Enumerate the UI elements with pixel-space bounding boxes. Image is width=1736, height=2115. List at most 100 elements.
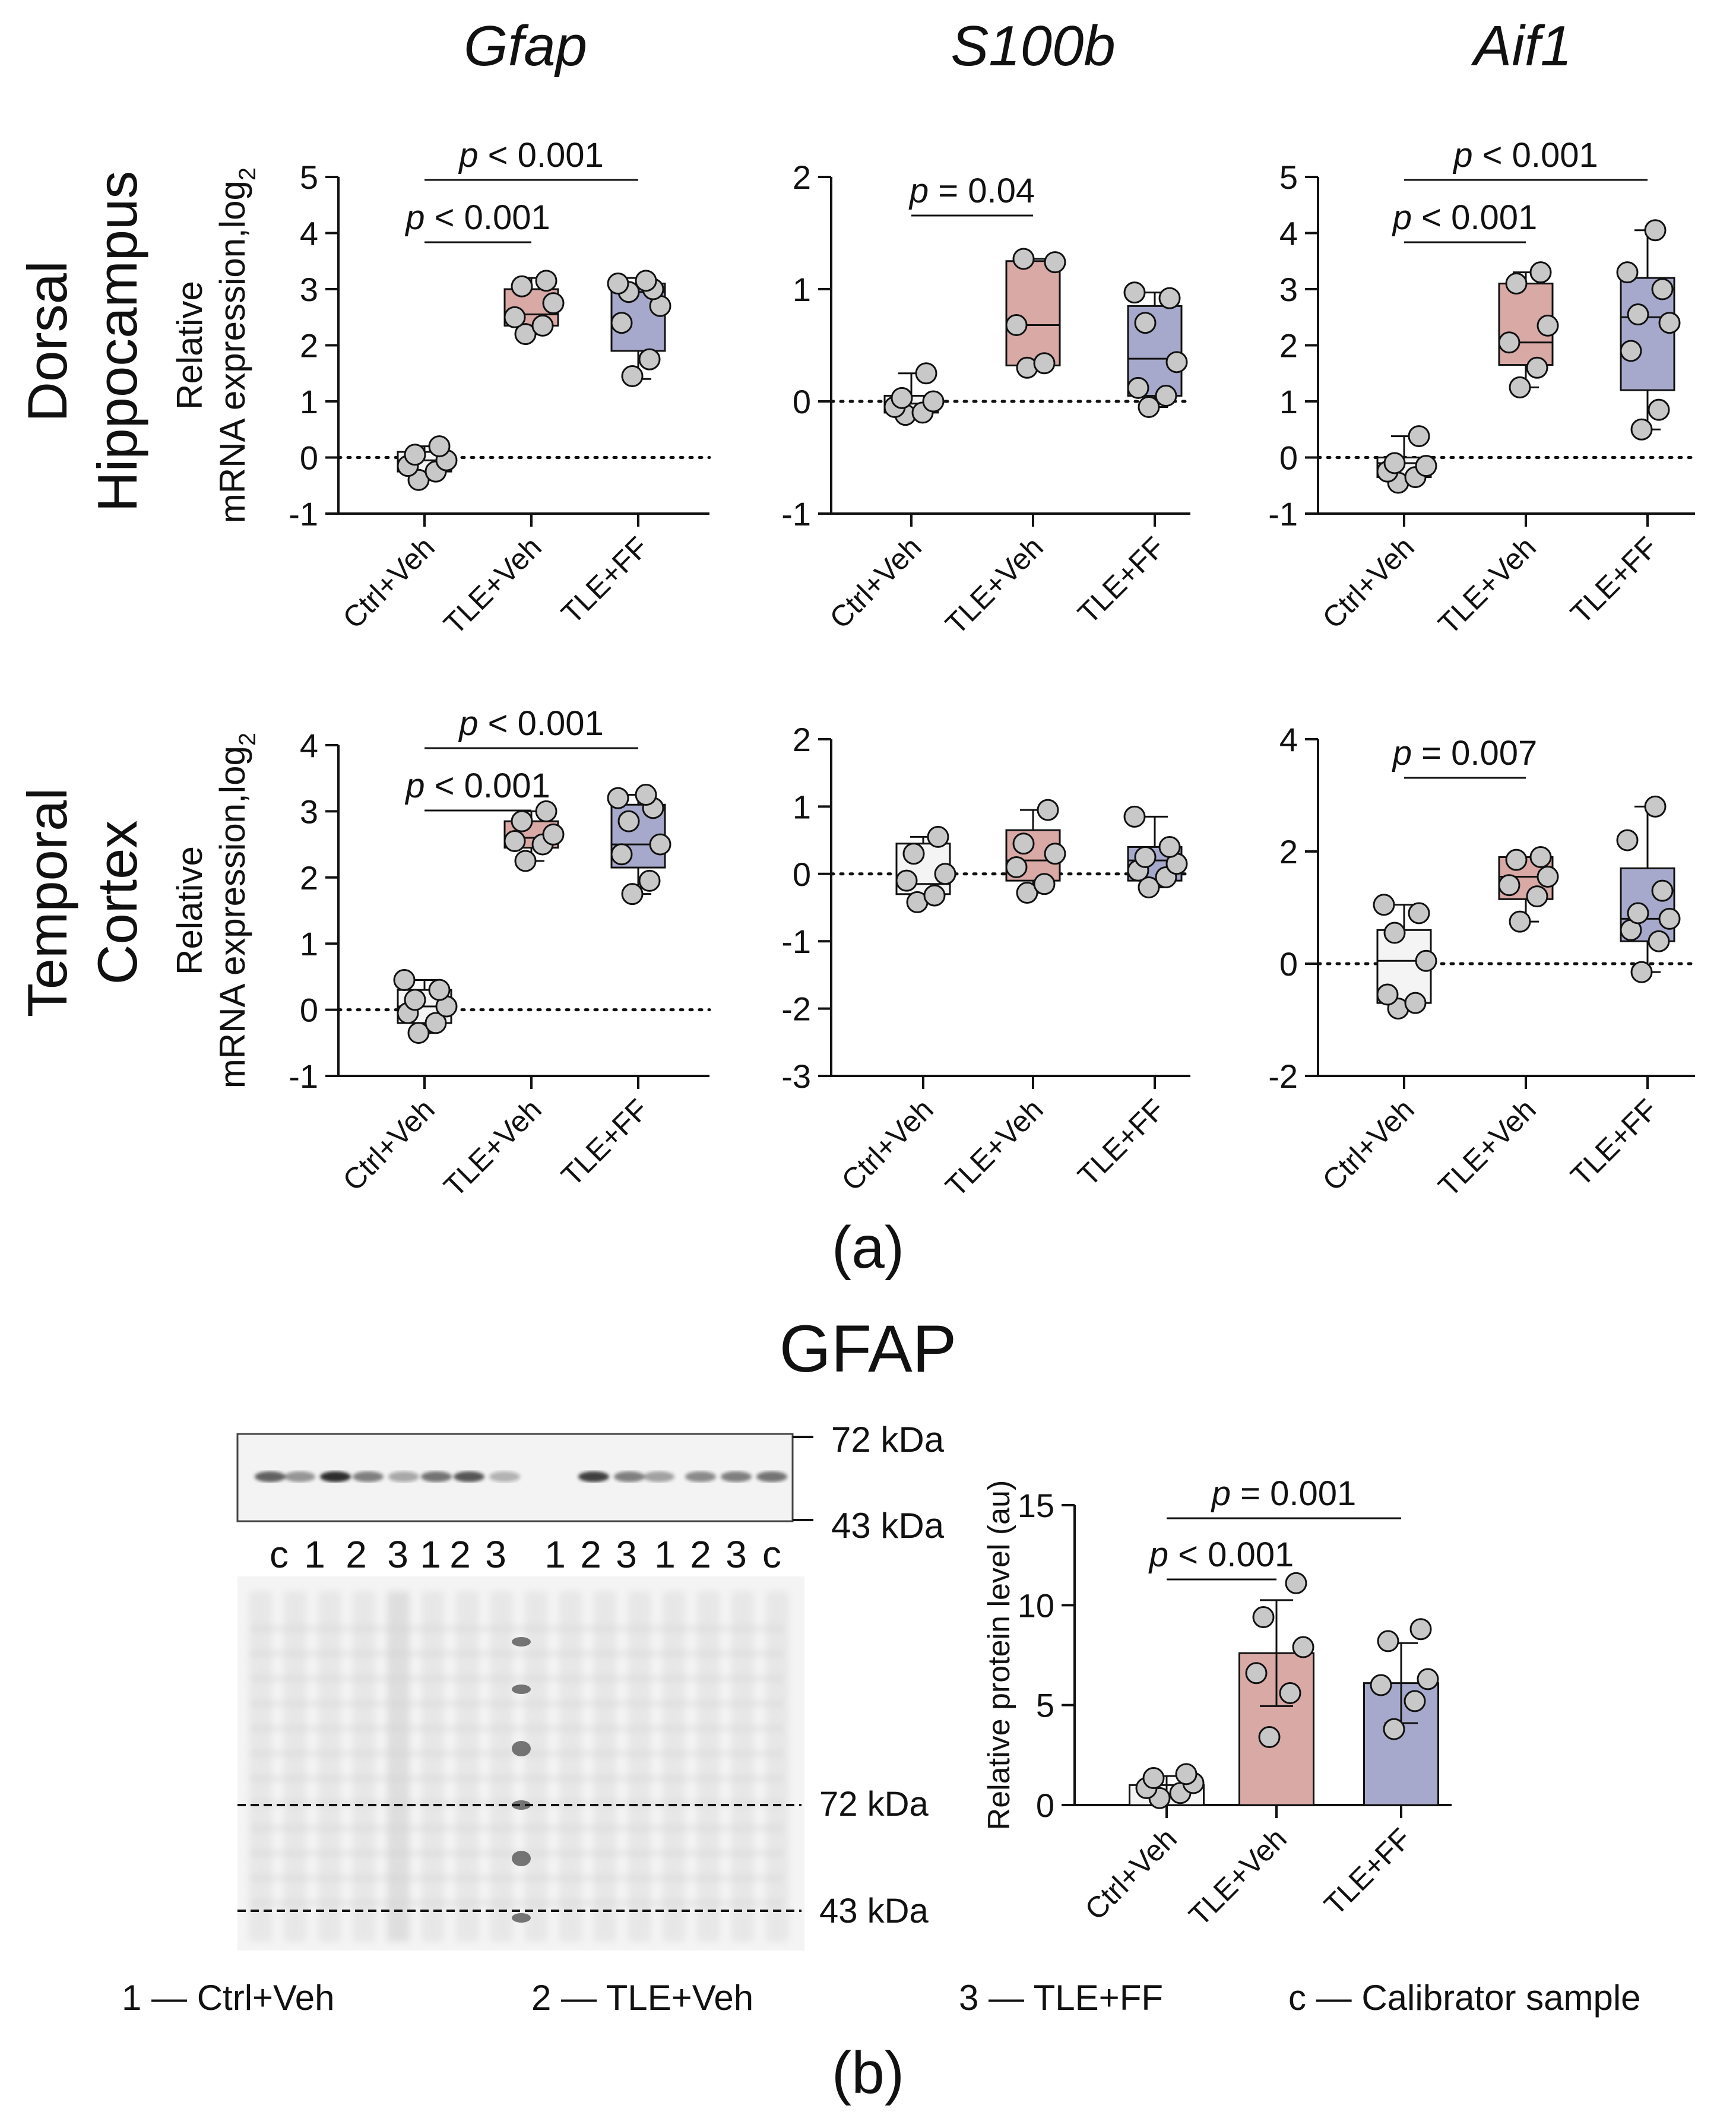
data-point [503,306,526,328]
y-label-line2: mRNA expression,log2 [213,167,261,523]
data-point [1630,418,1653,441]
x-tick-label: Ctrl+Veh [823,530,928,635]
data-point [1033,873,1056,895]
marker-label-72-top: 72 kDa [831,1420,945,1459]
p-value: < 0.001 [425,767,550,805]
y-tick-label: 2 [1279,327,1298,365]
data-point [1373,894,1395,916]
stain-lane [249,1591,272,1942]
data-point [1383,452,1406,474]
data-point [1509,910,1531,933]
data-point [1498,331,1520,354]
y-tick-label: 4 [300,215,318,252]
p-value: < 0.001 [479,136,604,175]
data-point [542,823,565,846]
y-label-line1: Relative [170,846,210,975]
x-tick-label: Ctrl+Veh [337,530,441,635]
lane-label: 3 [387,1533,408,1576]
data-point [425,1012,447,1034]
p-value: < 0.001 [1168,1535,1294,1574]
data-point [1155,385,1177,407]
data-point [1016,882,1038,904]
data-point [895,869,918,892]
blot-band [320,1471,351,1482]
data-point [1279,1682,1301,1704]
legend-tle-ff: 3 — TLE+FF [959,1978,1163,2018]
data-point [535,800,557,822]
data-point [1529,846,1552,868]
lane-label: c [270,1533,289,1576]
data-point [1037,799,1059,821]
significance-label: p < 0.001 [1392,198,1538,237]
data-point [1526,356,1548,379]
y-tick-label: 2 [300,859,318,897]
stain-lane [456,1591,479,1942]
column-title-gfap: Gfap [464,14,587,78]
stain-row [249,1876,784,1880]
data-point [503,830,526,853]
data-point [1165,351,1188,373]
data-point [535,270,557,292]
x-tick-label: TLE+FF [1317,1822,1417,1921]
data-point [511,810,533,832]
x-tick-label: Ctrl+Veh [1316,1093,1421,1197]
p-symbol: p [458,136,478,175]
p-value: < 0.001 [479,704,604,743]
protein-ladder [512,1637,531,1923]
x-tick-label: Ctrl+Veh [1079,1822,1183,1926]
stain-lane [731,1591,754,1942]
data-point [514,850,537,872]
data-point [404,444,426,466]
marker-label-43-bottom: 43 kDa [819,1892,929,1930]
row-label-dorsal: Dorsal [16,261,78,422]
p-value: < 0.001 [1412,198,1537,237]
significance-label: p < 0.001 [404,767,550,805]
lane-label: 1 [544,1533,566,1576]
y-tick-label: -3 [781,1058,811,1095]
x-tick-label: TLE+Veh [1432,1093,1542,1203]
data-point [1651,278,1674,300]
data-point [649,833,671,856]
x-tick-label: TLE+Veh [1432,530,1542,641]
data-point [407,1022,430,1044]
data-point [1537,866,1559,888]
chart-tc-aif1: -2 0 2 4 Ctrl+Veh TLE+Veh TLE+FF p = 0.007 [1268,721,1697,1203]
data-point [1138,395,1160,418]
data-point [1138,876,1160,898]
stain-row [249,1777,784,1780]
stain-lane [284,1591,306,1942]
stain-lane [766,1591,788,1942]
p-value: < 0.001 [425,198,550,237]
blot-band [489,1471,520,1482]
y-tick-label: 0 [300,992,318,1029]
ladder-band [512,1851,531,1866]
y-tick-label: 5 [1036,1687,1054,1724]
y-tick-label: 1 [793,788,811,825]
x-tick-label: TLE+Veh [939,530,1050,641]
data-point [1644,219,1667,242]
ladder-band [512,1741,531,1756]
y-tick-label: -2 [1268,1058,1298,1095]
data-point [531,314,554,337]
data-point [915,362,937,385]
data-point [1505,848,1528,871]
y-tick-label: 1 [793,271,811,308]
data-point [1644,795,1667,818]
y-tick-label: 2 [300,327,318,365]
total-protein-stain: 72 kDa 43 kDa [237,1576,929,1951]
data-point [1648,398,1670,421]
column-title-s100b: S100b [951,14,1116,78]
stain-lane [353,1591,375,1942]
data-point [1012,248,1035,270]
y-tick-label: 1 [1279,383,1298,420]
stain-lanes [249,1591,788,1942]
data-point [1383,922,1406,944]
data-point [923,884,946,907]
stain-lane [318,1591,341,1942]
stain-lane [559,1591,582,1942]
data-point [927,825,949,848]
data-point [635,784,657,806]
data-point [1408,902,1430,924]
